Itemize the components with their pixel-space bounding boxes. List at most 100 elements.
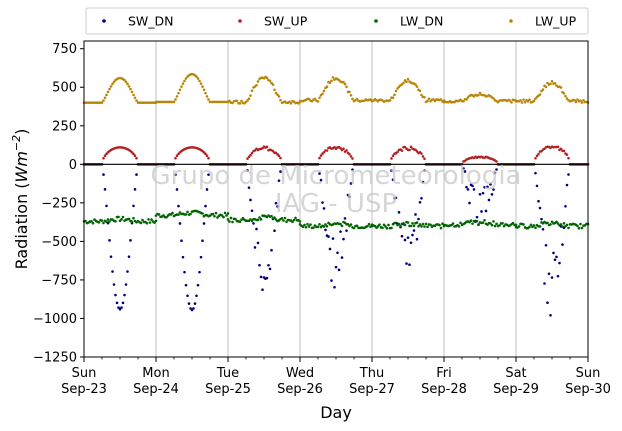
sw-up-point: [559, 147, 563, 151]
sw-dn-point: [486, 185, 489, 189]
lw-dn-point: [97, 221, 101, 224]
sw-dn-point: [274, 201, 278, 205]
legend-marker-lw-dn: [374, 19, 378, 23]
lw-dn-point: [397, 222, 401, 226]
sw-dn-point: [535, 184, 539, 188]
lw-dn-point: [270, 214, 273, 218]
sw-dn-point: [246, 169, 249, 172]
lw-up-point: [348, 90, 351, 94]
lw-dn-point: [514, 223, 518, 227]
lw-dn-point: [528, 225, 531, 229]
grid: [155, 41, 517, 357]
sw-up-point: [567, 156, 570, 160]
sw-dn-point: [342, 237, 345, 241]
lw-up-point: [351, 97, 354, 101]
y-axis-title-exponent: −2: [10, 135, 23, 151]
lw-dn-point: [100, 219, 104, 222]
lw-dn-point: [223, 211, 227, 215]
sw-dn-point: [547, 272, 551, 276]
sw-up-point: [250, 151, 254, 155]
sw-dn-point: [123, 293, 126, 297]
sw-dn-point: [417, 217, 420, 221]
lw-dn-point: [346, 222, 350, 226]
sw-dn-point: [565, 183, 569, 187]
lw-up-point: [178, 88, 182, 92]
sw-dn-point: [400, 234, 404, 238]
lw-up-point: [579, 99, 582, 102]
sw-dn-point: [495, 168, 498, 171]
sw-dn-point: [490, 193, 494, 196]
sw-dn-point: [273, 229, 276, 233]
lw-dn-point: [403, 223, 407, 227]
sw-dn-point: [462, 167, 465, 170]
sw-up-point: [420, 152, 423, 155]
lw-up-point: [541, 88, 545, 91]
sw-dn-point: [319, 178, 323, 182]
lw-up-point: [238, 102, 242, 105]
y-tick-label: 250: [52, 119, 77, 134]
sw-dn-point: [346, 193, 350, 197]
lw-up-point: [123, 78, 126, 82]
lw-up-point: [205, 95, 209, 98]
sw-dn-point: [184, 283, 188, 287]
lw-dn-point: [283, 216, 287, 220]
lw-up-point: [573, 98, 576, 102]
sw-dn-point: [181, 255, 185, 259]
lw-up-point: [313, 97, 317, 101]
lw-dn-point: [376, 225, 380, 228]
sw-dn-point: [544, 243, 548, 247]
sw-dn-point: [480, 210, 483, 213]
lw-up-point: [289, 102, 293, 105]
sw-dn-point: [265, 276, 269, 280]
sw-dn-point: [475, 215, 479, 219]
lw-up-point: [105, 93, 108, 97]
lw-dn-point: [201, 212, 204, 215]
sw-up-point: [103, 154, 107, 157]
sw-up-point: [207, 156, 210, 160]
lw-dn-point: [538, 225, 542, 228]
x-tick-label-date: Sep-25: [205, 382, 251, 397]
sw-dn-point: [394, 196, 398, 200]
lw-up-point: [420, 93, 423, 97]
sw-dn-point: [249, 198, 252, 202]
lw-dn-point: [226, 212, 230, 215]
lw-dn-point: [154, 219, 158, 223]
sw-dn-point: [561, 243, 564, 246]
lw-up-point: [102, 99, 105, 102]
lw-dn-point: [228, 220, 231, 223]
sw-dn-point: [397, 211, 401, 214]
sw-dn-point: [132, 204, 135, 208]
sw-dn-point: [556, 274, 560, 278]
sw-dn-point: [120, 306, 123, 309]
lw-dn-point: [421, 222, 425, 226]
sw-dn-point: [105, 204, 108, 208]
sw-dn-point: [175, 188, 179, 191]
lw-up-point: [250, 89, 254, 92]
lw-up-point: [391, 96, 395, 99]
legend-marker-lw-up: [509, 19, 513, 23]
sw-dn-point: [250, 209, 254, 213]
sw-dn-point: [390, 169, 393, 172]
sw-dn-point: [199, 255, 203, 259]
lw-dn-point: [423, 225, 426, 228]
sw-dn-point: [340, 256, 344, 259]
lw-up-point: [126, 82, 129, 86]
lw-dn-point: [106, 218, 110, 221]
lw-dn-point: [238, 220, 242, 224]
sw-dn-point: [193, 302, 197, 305]
sw-dn-point: [196, 283, 200, 287]
lw-up-point: [268, 79, 272, 83]
lw-dn-point: [312, 226, 315, 229]
sw-dn-point: [345, 229, 348, 232]
lw-dn-point: [148, 221, 152, 224]
sw-dn-point: [339, 230, 342, 233]
lw-up-point: [523, 100, 527, 104]
lw-up-point: [478, 91, 482, 95]
sw-dn-point: [276, 205, 279, 208]
lw-dn-point: [469, 219, 473, 222]
sw-up-point: [102, 156, 105, 160]
sw-dn-point: [183, 270, 186, 274]
lw-dn-point: [114, 220, 117, 223]
sw-up-point: [534, 156, 537, 160]
